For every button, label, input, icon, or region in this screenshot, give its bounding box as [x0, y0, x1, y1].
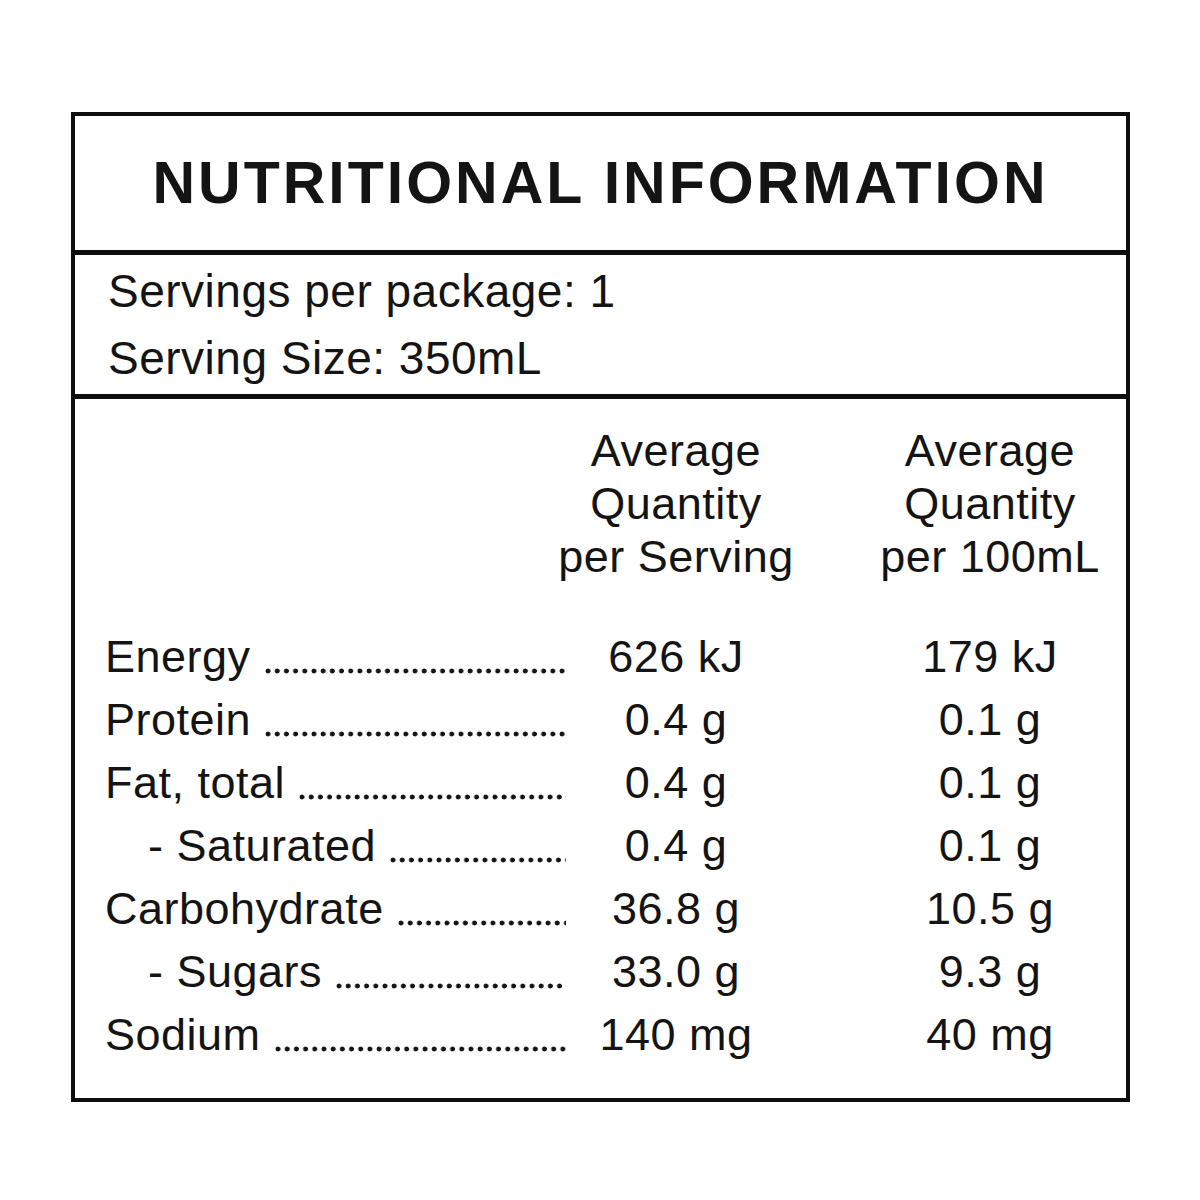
per-100ml-value: 0.1 g	[860, 820, 1120, 872]
row-label: Fat, total	[105, 757, 285, 809]
header-line: Quantity	[880, 477, 1100, 530]
column-header-per-100ml: Average Quantity per 100mL	[860, 424, 1120, 583]
row-label: Energy	[105, 631, 251, 683]
table-row: Protein 0.4 g 0.1 g	[105, 688, 1120, 751]
table-header: Average Quantity per Serving Average Qua…	[105, 424, 1120, 583]
header-spacer	[105, 424, 566, 583]
per-100ml-value: 0.1 g	[860, 694, 1120, 746]
header-line: per 100mL	[880, 530, 1100, 583]
per-100ml-value: 40 mg	[860, 1009, 1120, 1061]
dotted-leader	[299, 794, 566, 800]
dotted-leader	[265, 668, 566, 674]
per-serving-value: 626 kJ	[566, 631, 786, 683]
table-row: - Saturated 0.4 g 0.1 g	[105, 814, 1120, 877]
per-serving-value: 33.0 g	[566, 946, 786, 998]
row-label: Sodium	[105, 1009, 261, 1061]
row-label-cell: Carbohydrate	[105, 877, 566, 940]
per-100ml-value: 0.1 g	[860, 757, 1120, 809]
row-label: Protein	[105, 694, 251, 746]
table-row: - Sugars 33.0 g 9.3 g	[105, 940, 1120, 1003]
per-serving-value: 140 mg	[566, 1009, 786, 1061]
header-line: per Serving	[558, 530, 794, 583]
panel-title: NUTRITIONAL INFORMATION	[152, 149, 1048, 217]
serving-info-section: Servings per package: 1 Serving Size: 35…	[75, 255, 1126, 399]
table-row: Sodium 140 mg 40 mg	[105, 1003, 1120, 1066]
per-serving-value: 0.4 g	[566, 694, 786, 746]
row-label: - Saturated	[148, 820, 376, 872]
servings-per-package: Servings per package: 1	[108, 265, 1126, 318]
table-row: Carbohydrate 36.8 g 10.5 g	[105, 877, 1120, 940]
per-serving-value: 0.4 g	[566, 757, 786, 809]
row-label-cell: - Saturated	[105, 814, 566, 877]
row-label-cell: - Sugars	[105, 940, 566, 1003]
dotted-leader	[265, 731, 566, 737]
column-header-per-serving: Average Quantity per Serving	[566, 424, 786, 583]
serving-size: Serving Size: 350mL	[108, 332, 1126, 385]
title-section: NUTRITIONAL INFORMATION	[75, 116, 1126, 255]
row-label: Carbohydrate	[105, 883, 384, 935]
per-100ml-value: 10.5 g	[860, 883, 1120, 935]
per-serving-value: 0.4 g	[566, 820, 786, 872]
header-line: Quantity	[558, 477, 794, 530]
dotted-leader	[398, 920, 566, 926]
per-100ml-value: 9.3 g	[860, 946, 1120, 998]
row-label-cell: Energy	[105, 625, 566, 688]
table-rows: Energy 626 kJ 179 kJ Protein 0.4 g 0.1 g…	[105, 625, 1120, 1066]
table-row: Fat, total 0.4 g 0.1 g	[105, 751, 1120, 814]
nutrient-table-section: Average Quantity per Serving Average Qua…	[75, 399, 1126, 1066]
row-label: - Sugars	[148, 946, 322, 998]
header-line: Average	[880, 424, 1100, 477]
row-label-cell: Fat, total	[105, 751, 566, 814]
row-label-cell: Sodium	[105, 1003, 566, 1066]
header-line: Average	[558, 424, 794, 477]
nutrition-panel: NUTRITIONAL INFORMATION Servings per pac…	[71, 112, 1130, 1102]
row-label-cell: Protein	[105, 688, 566, 751]
per-100ml-value: 179 kJ	[860, 631, 1120, 683]
dotted-leader	[336, 983, 566, 989]
dotted-leader	[390, 857, 566, 863]
per-serving-value: 36.8 g	[566, 883, 786, 935]
table-row: Energy 626 kJ 179 kJ	[105, 625, 1120, 688]
dotted-leader	[275, 1046, 566, 1052]
